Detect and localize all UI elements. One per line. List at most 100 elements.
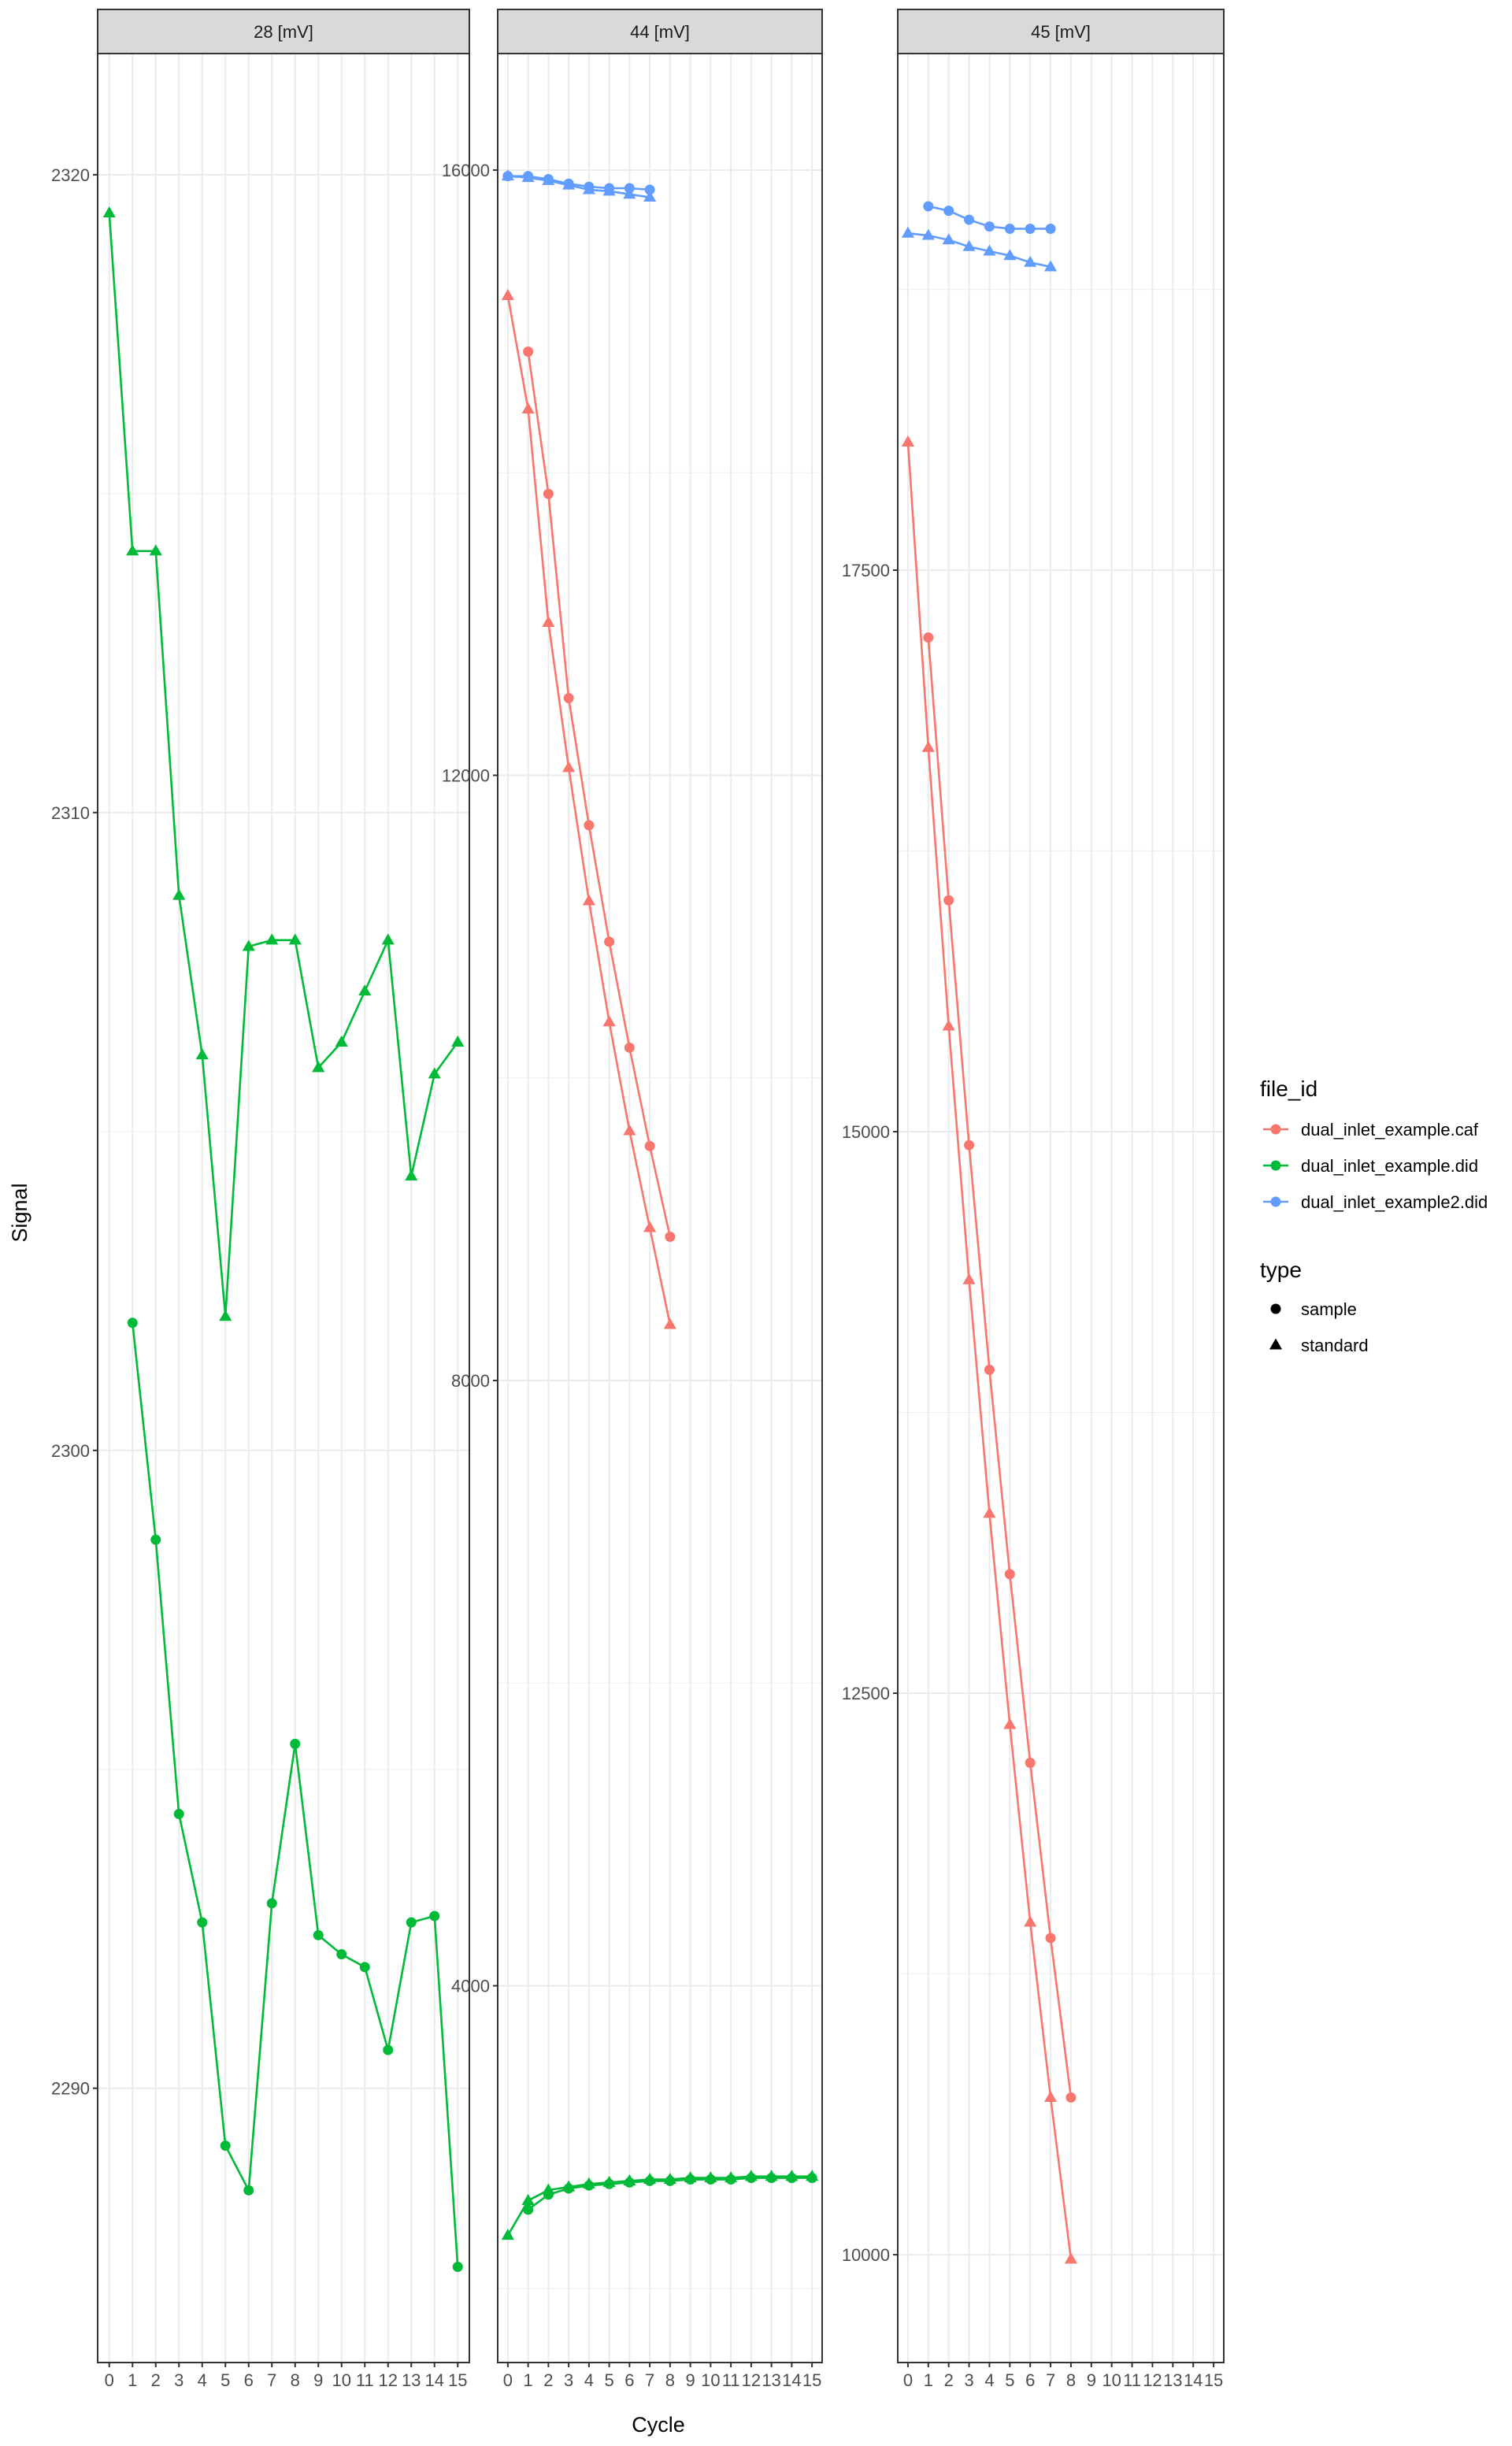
y-tick-label: 4000: [451, 1977, 490, 1996]
y-tick-label: 8000: [451, 1371, 490, 1391]
x-tick-label: 10: [332, 2370, 351, 2390]
data-point: [428, 1067, 441, 1079]
data-point: [266, 1898, 277, 1909]
data-point: [1025, 1757, 1036, 1768]
data-point: [921, 740, 935, 752]
data-point: [644, 1140, 655, 1151]
data-point: [406, 1917, 417, 1928]
data-point: [523, 2204, 534, 2215]
x-tick-label: 10: [1102, 2370, 1121, 2390]
x-tick-label: 4: [584, 2370, 594, 2390]
data-point: [584, 2180, 595, 2191]
data-point: [197, 1917, 208, 1928]
legend-title-type: type: [1260, 1258, 1302, 1282]
facet-strip-label: 44 [mV]: [630, 22, 690, 42]
data-point: [173, 1808, 184, 1819]
data-point: [243, 2185, 254, 2196]
legend-entry-file-id: dual_inlet_example2.did: [1263, 1192, 1488, 1212]
legend-key-point: [1270, 1160, 1281, 1171]
series-1-3: [523, 347, 676, 1243]
x-tick-label: 12: [379, 2370, 398, 2390]
data-point: [312, 1061, 325, 1073]
x-tick-label: 7: [645, 2370, 654, 2390]
series-1-1: [501, 169, 657, 202]
data-point: [984, 1364, 995, 1375]
x-tick-label: 2: [543, 2370, 553, 2390]
data-point: [806, 2173, 817, 2184]
data-point: [584, 820, 595, 831]
data-point: [901, 226, 915, 238]
data-point: [335, 1035, 348, 1047]
data-point: [705, 2174, 716, 2185]
data-point: [452, 2262, 463, 2273]
data-point: [1003, 1718, 1017, 1729]
legend-key-point: [1270, 1124, 1281, 1135]
data-point: [358, 984, 372, 996]
x-tick-label: 8: [665, 2370, 675, 2390]
data-point: [562, 761, 576, 773]
data-point: [195, 1048, 209, 1060]
y-tick-label: 17500: [842, 561, 890, 580]
x-tick-label: 12: [742, 2370, 761, 2390]
legend-entry-label: dual_inlet_example.did: [1301, 1156, 1478, 1176]
legend-entry-label: dual_inlet_example.caf: [1301, 1120, 1479, 1140]
x-axis-label: Cycle: [632, 2413, 685, 2437]
data-point: [359, 1962, 370, 1973]
data-point: [383, 2044, 394, 2055]
legend-entry-file-id: dual_inlet_example.caf: [1263, 1120, 1479, 1140]
data-point: [665, 2175, 676, 2186]
x-tick-label: 1: [924, 2370, 933, 2390]
x-tick-label: 9: [313, 2370, 323, 2390]
data-point: [1025, 223, 1036, 234]
x-tick-label: 12: [1143, 2370, 1162, 2390]
data-point: [901, 435, 915, 447]
data-point: [521, 171, 535, 183]
legend-title-file-id: file_id: [1260, 1077, 1317, 1101]
data-point: [746, 2173, 757, 2184]
data-point: [624, 1042, 635, 1053]
data-point: [521, 402, 535, 414]
data-point: [562, 178, 576, 190]
data-point: [921, 228, 935, 240]
data-point: [1003, 249, 1017, 261]
x-tick-label: 15: [448, 2370, 467, 2390]
x-tick-label: 10: [701, 2370, 720, 2390]
data-point: [962, 239, 976, 251]
x-tick-label: 15: [1204, 2370, 1223, 2390]
data-point: [643, 191, 657, 202]
panel-background: [498, 54, 822, 2363]
data-point: [336, 1949, 347, 1960]
legend-entry-label: dual_inlet_example2.did: [1301, 1192, 1488, 1212]
data-point: [1064, 2252, 1078, 2264]
x-tick-label: 1: [128, 2370, 137, 2390]
facet-strip: [497, 9, 823, 54]
x-tick-label: 9: [686, 2370, 695, 2390]
data-point: [923, 632, 934, 643]
series-0-0: [102, 206, 465, 1321]
data-point: [624, 2177, 635, 2188]
x-tick-label: 13: [1163, 2370, 1182, 2390]
x-tick-label: 2: [151, 2370, 161, 2390]
series-line: [527, 351, 672, 1237]
x-tick-label: 5: [1005, 2370, 1014, 2390]
series-line: [927, 637, 1073, 2098]
panel-background: [98, 54, 469, 2363]
legend-entry-label: standard: [1301, 1336, 1369, 1355]
data-point: [663, 1318, 676, 1329]
data-point: [265, 933, 279, 945]
data-point: [644, 2175, 655, 2186]
legend-entry-file-id: dual_inlet_example.did: [1263, 1156, 1478, 1176]
x-tick-label: 6: [1025, 2370, 1035, 2390]
y-tick-label: 16000: [442, 161, 490, 180]
data-point: [602, 1015, 616, 1027]
y-tick-label: 12500: [842, 1684, 890, 1703]
data-point: [1065, 2092, 1077, 2103]
facet-strip-label: 28 [mV]: [254, 22, 313, 42]
y-tick-label: 15000: [842, 1122, 890, 1142]
data-point: [1004, 1569, 1015, 1580]
x-tick-label: 5: [220, 2370, 230, 2390]
x-tick-label: 8: [1066, 2370, 1076, 2390]
